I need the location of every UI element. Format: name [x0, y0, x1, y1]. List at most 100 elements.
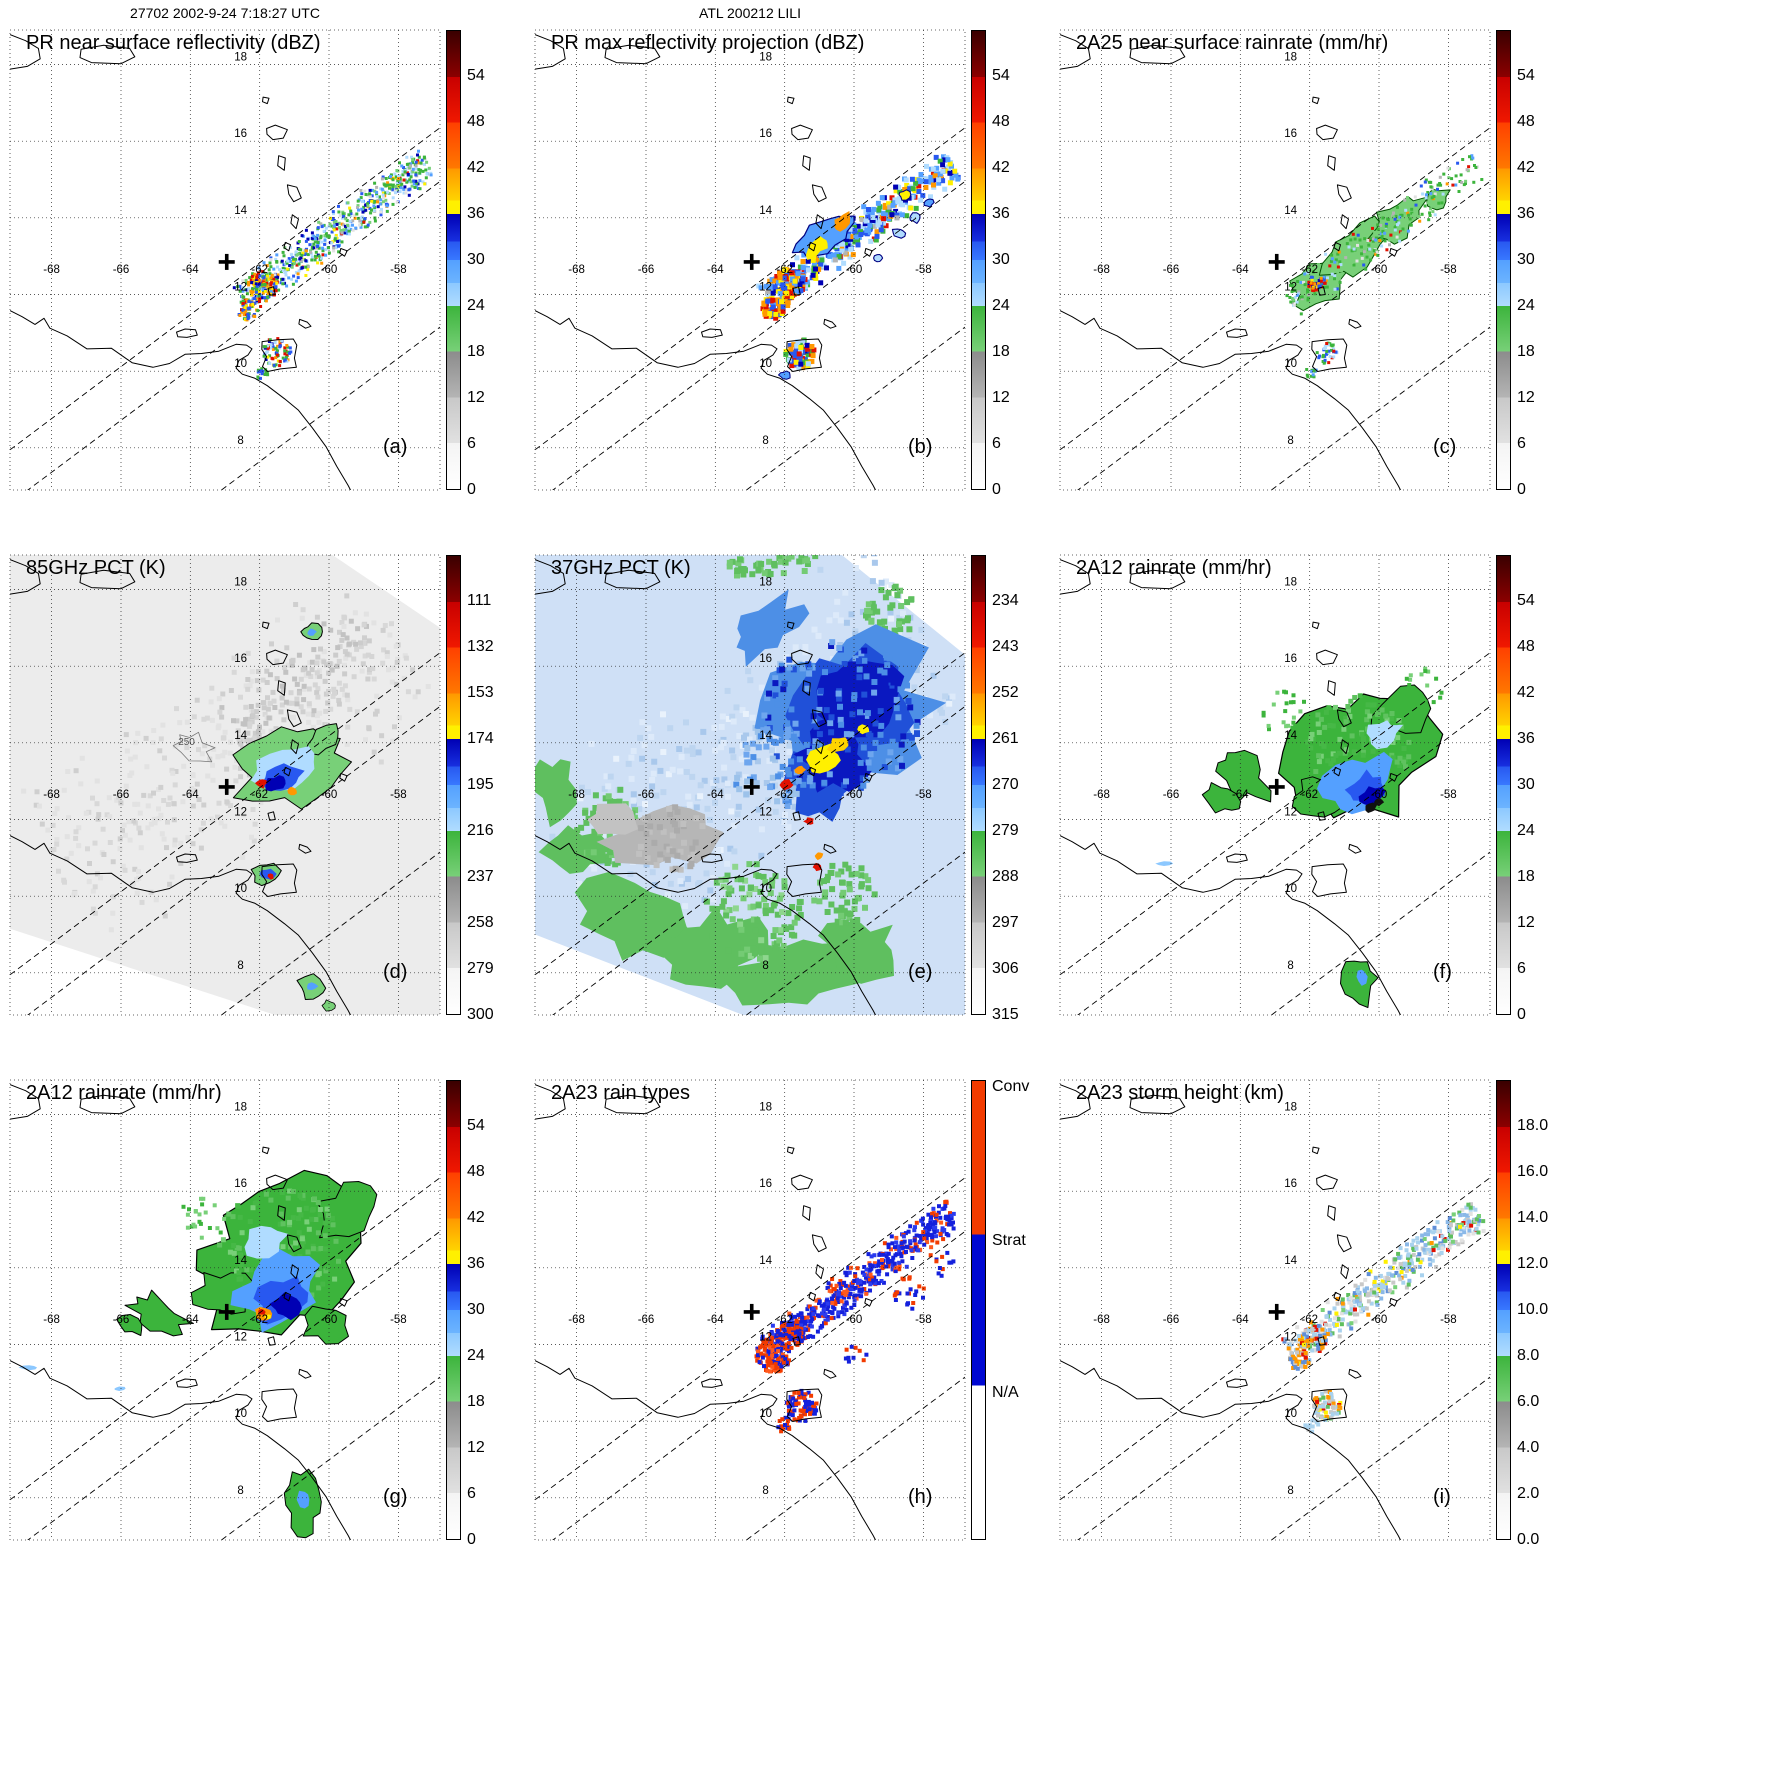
- colorbar-tick: 54: [1517, 592, 1535, 609]
- panel-d: 250 -68 -66 -64 -62 -60 -58 8 10 12 14 16 18 85GHz PC…: [0, 525, 525, 1050]
- colorbar-tick: 0: [992, 481, 1001, 498]
- colorbar-d: [446, 555, 461, 1015]
- svg-text:-68: -68: [568, 264, 585, 276]
- map-border: [534, 29, 966, 491]
- svg-text:-64: -64: [707, 264, 724, 276]
- swath-edge-lines: [1060, 1177, 1490, 1540]
- colorbar-tick: 18: [467, 1393, 485, 1410]
- graticule-gridlines: [10, 1080, 440, 1540]
- colorbar-tick: 0: [467, 1531, 476, 1548]
- svg-text:-60: -60: [321, 264, 338, 276]
- svg-text:18: 18: [234, 1102, 247, 1114]
- colorbar-tick: 6: [467, 435, 476, 452]
- colorbar-tick: 243: [992, 638, 1019, 655]
- map-f: -68 -66 -64 -62 -60 -58 8 10 12 14 16 18: [1059, 554, 1491, 1016]
- svg-text:-68: -68: [1093, 789, 1110, 801]
- svg-text:8: 8: [237, 435, 243, 447]
- panel-title-b: PR max reflectivity projection (dBZ): [551, 32, 865, 54]
- colorbar-tick: 18.0: [1517, 1117, 1549, 1134]
- colorbar-tick: 14.0: [1517, 1209, 1549, 1226]
- colorbar-tick: 300: [467, 1006, 494, 1023]
- colorbar-tick: 6: [467, 1485, 476, 1502]
- colorbar-tick: 0: [467, 481, 476, 498]
- svg-text:-62: -62: [251, 1314, 268, 1326]
- colorbar-tick: 258: [467, 914, 494, 931]
- graticule-gridlines: [535, 30, 965, 490]
- colorbar-tick: 12: [992, 389, 1010, 406]
- svg-text:-60: -60: [1371, 789, 1388, 801]
- storm-header: ATL 200212 LILI: [699, 5, 801, 21]
- panel-c: -68 -66 -64 -62 -60 -58 8 10 12 14 16 18 2A25 near s…: [1050, 0, 1575, 525]
- colorbar-tick: 297: [992, 914, 1019, 931]
- svg-text:12: 12: [1284, 282, 1297, 294]
- data-layer: [18, 1169, 378, 1539]
- svg-text:8: 8: [762, 960, 768, 972]
- colorbar-tick: 48: [467, 1163, 485, 1180]
- colorbar-tick: 24: [1517, 297, 1535, 314]
- swath-edge-lines: [1060, 127, 1490, 490]
- svg-text:12: 12: [759, 282, 772, 294]
- map-g: -68 -66 -64 -62 -60 -58 8 10 12 14 16 18: [9, 1079, 441, 1541]
- svg-text:-64: -64: [1232, 789, 1249, 801]
- svg-text:14: 14: [1284, 205, 1297, 217]
- map-e: -68 -66 -64 -62 -60 -58 8 10 12 14 16 18: [534, 554, 966, 1016]
- graticule-gridlines: [10, 555, 440, 1015]
- svg-text:-66: -66: [113, 1314, 130, 1326]
- svg-text:-66: -66: [1163, 789, 1180, 801]
- colorbar-tick: 12: [467, 1439, 485, 1456]
- map-c: -68 -66 -64 -62 -60 -58 8 10 12 14 16 18: [1059, 29, 1491, 491]
- svg-text:-58: -58: [915, 264, 932, 276]
- svg-text:8: 8: [237, 1485, 243, 1497]
- svg-text:16: 16: [1284, 128, 1297, 140]
- coastlines: [1060, 1084, 1401, 1540]
- colorbar-tick: 42: [467, 1209, 485, 1226]
- graticule-gridlines: [1060, 30, 1490, 490]
- map-border: [1059, 29, 1491, 491]
- svg-text:18: 18: [234, 52, 247, 64]
- svg-text:10: 10: [759, 358, 772, 370]
- data-layer: [1155, 666, 1444, 1009]
- svg-text:-60: -60: [1371, 264, 1388, 276]
- coastlines: [535, 1084, 876, 1540]
- colorbar-tick: 0.0: [1517, 1531, 1540, 1548]
- colorbar-tick: 6.0: [1517, 1393, 1540, 1410]
- svg-text:-60: -60: [321, 789, 338, 801]
- svg-text:-66: -66: [638, 264, 655, 276]
- svg-text:-60: -60: [321, 1314, 338, 1326]
- colorbar-tick: 30: [1517, 776, 1535, 793]
- storm-center-cross: [743, 253, 760, 270]
- swath-edge-lines: [10, 127, 440, 490]
- svg-text:8: 8: [1287, 435, 1293, 447]
- colorbar-tick: 42: [1517, 159, 1535, 176]
- colorbar-tick: 36: [1517, 205, 1535, 222]
- svg-text:16: 16: [759, 128, 772, 140]
- colorbar-b: [971, 30, 986, 490]
- map-d: 250 -68 -66 -64 -62 -60 -58 8 10 12 14 16 18: [9, 554, 441, 1016]
- svg-text:14: 14: [234, 205, 247, 217]
- colorbar-tick: 48: [1517, 638, 1535, 655]
- svg-text:250: 250: [178, 737, 195, 748]
- panel-title-f: 2A12 rainrate (mm/hr): [1076, 557, 1272, 579]
- colorbar-tick: 18: [467, 343, 485, 360]
- panel-letter-e: (e): [908, 961, 933, 983]
- colorbar-tick: 195: [467, 776, 494, 793]
- svg-text:-62: -62: [776, 264, 793, 276]
- storm-center-cross: [743, 778, 760, 795]
- panel-letter-b: (b): [908, 436, 933, 458]
- colorbar-tick: 36: [467, 1255, 485, 1272]
- colorbar-tick: 315: [992, 1006, 1019, 1023]
- svg-text:16: 16: [234, 128, 247, 140]
- panel-h: -68 -66 -64 -62 -60 -58 8 10 12 14 16 18 2A23 rain t…: [525, 1050, 1050, 1575]
- storm-center-cross: [1268, 1303, 1285, 1320]
- graticule-gridlines: [1060, 555, 1490, 1015]
- map-border: [534, 554, 966, 1016]
- svg-text:18: 18: [1284, 577, 1297, 589]
- coastlines: [10, 34, 351, 490]
- svg-text:12: 12: [759, 807, 772, 819]
- storm-center-cross: [743, 1303, 760, 1320]
